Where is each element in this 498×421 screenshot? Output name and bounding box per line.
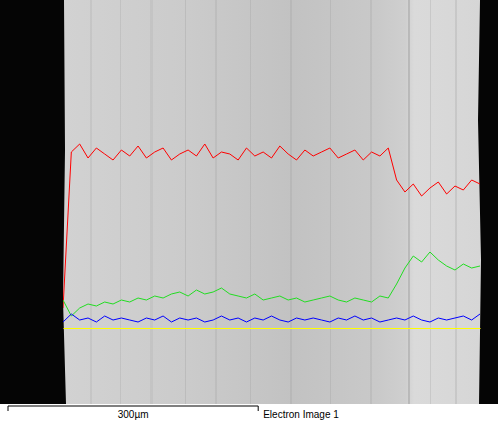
axis-line	[64, 328, 481, 329]
image-stripe	[290, 0, 292, 404]
sample-section	[63, 0, 481, 404]
figure: 300µm Electron Image 1	[0, 0, 498, 421]
image-ground	[0, 0, 498, 404]
image-stripe	[120, 0, 121, 404]
scale-bar: 300µm	[8, 406, 258, 420]
image-stripe	[250, 0, 251, 404]
image-stripe	[330, 0, 331, 404]
line-scan	[63, 144, 480, 308]
x-axis	[64, 328, 481, 329]
image-stripe	[455, 0, 457, 404]
image-stripe	[430, 0, 431, 404]
caption-strip	[0, 404, 498, 421]
image-stripe	[408, 0, 410, 404]
image-stripe	[370, 0, 372, 404]
image-stripe	[185, 0, 186, 404]
plot-area	[63, 144, 480, 322]
line-scan	[63, 314, 480, 322]
image-stripe	[215, 0, 217, 404]
scale-bar-label: 300µm	[118, 409, 149, 420]
electron-image	[0, 0, 498, 421]
caption: Electron Image 1	[263, 409, 339, 420]
image-stripe	[150, 0, 153, 404]
line-scan	[63, 252, 480, 316]
image-stripe	[90, 0, 92, 404]
